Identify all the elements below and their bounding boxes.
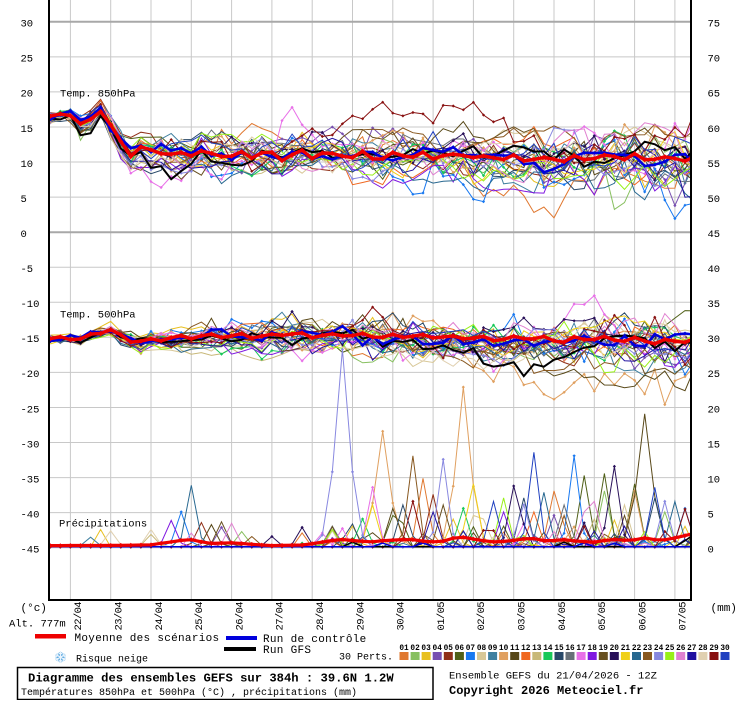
svg-text:75: 75 bbox=[708, 19, 721, 31]
svg-text:06: 06 bbox=[455, 645, 465, 653]
svg-text:Précipitations: Précipitations bbox=[59, 519, 147, 531]
svg-text:(mm): (mm) bbox=[711, 603, 737, 615]
svg-text:20: 20 bbox=[610, 645, 620, 653]
svg-text:Températures 850hPa et 500hPa: Températures 850hPa et 500hPa (°C) , pré… bbox=[21, 687, 357, 699]
svg-text:08: 08 bbox=[477, 645, 487, 653]
svg-text:12: 12 bbox=[521, 645, 531, 653]
svg-text:55: 55 bbox=[708, 159, 721, 171]
svg-text:15: 15 bbox=[21, 124, 34, 136]
svg-text:24: 24 bbox=[654, 645, 664, 653]
svg-text:30/04: 30/04 bbox=[396, 602, 408, 631]
svg-text:-45: -45 bbox=[21, 545, 40, 557]
svg-text:26/04: 26/04 bbox=[234, 602, 246, 631]
svg-text:21: 21 bbox=[621, 645, 631, 653]
svg-text:65: 65 bbox=[708, 89, 721, 101]
svg-text:-35: -35 bbox=[21, 474, 40, 486]
svg-text:29/04: 29/04 bbox=[355, 602, 367, 631]
svg-text:-15: -15 bbox=[21, 334, 40, 346]
svg-text:01/05: 01/05 bbox=[436, 602, 448, 631]
svg-text:-30: -30 bbox=[21, 439, 40, 451]
svg-text:16: 16 bbox=[565, 645, 575, 653]
svg-text:09: 09 bbox=[488, 645, 498, 653]
svg-text:25: 25 bbox=[708, 369, 721, 381]
svg-text:30: 30 bbox=[708, 334, 721, 346]
svg-text:Alt. 777m: Alt. 777m bbox=[9, 619, 66, 631]
svg-text:0: 0 bbox=[21, 229, 27, 241]
svg-text:Temp. 850hPa: Temp. 850hPa bbox=[60, 89, 136, 101]
svg-text:19: 19 bbox=[599, 645, 609, 653]
svg-text:22: 22 bbox=[632, 645, 642, 653]
svg-text:10: 10 bbox=[708, 474, 721, 486]
svg-text:Temp. 500hPa: Temp. 500hPa bbox=[60, 310, 136, 322]
svg-text:30: 30 bbox=[720, 645, 730, 653]
svg-text:30 Perts.: 30 Perts. bbox=[339, 653, 393, 664]
svg-text:05/05: 05/05 bbox=[597, 602, 609, 631]
svg-text:27/04: 27/04 bbox=[275, 602, 287, 631]
svg-text:03/05: 03/05 bbox=[517, 602, 529, 631]
svg-text:15: 15 bbox=[554, 645, 564, 653]
svg-text:Risque neige: Risque neige bbox=[76, 654, 148, 666]
svg-text:06/05: 06/05 bbox=[637, 602, 649, 631]
svg-text:14: 14 bbox=[543, 645, 553, 653]
svg-text:-10: -10 bbox=[21, 299, 40, 311]
svg-text:20: 20 bbox=[708, 404, 721, 416]
svg-text:24/04: 24/04 bbox=[154, 602, 166, 631]
svg-text:-20: -20 bbox=[21, 369, 40, 381]
svg-text:30: 30 bbox=[21, 19, 34, 31]
svg-text:23/04: 23/04 bbox=[114, 602, 126, 631]
svg-text:20: 20 bbox=[21, 89, 34, 101]
svg-text:70: 70 bbox=[708, 54, 721, 66]
svg-text:-5: -5 bbox=[21, 264, 34, 276]
svg-text:02: 02 bbox=[410, 645, 420, 653]
svg-text:50: 50 bbox=[708, 194, 721, 206]
svg-text:07/05: 07/05 bbox=[678, 602, 690, 631]
svg-text:26: 26 bbox=[676, 645, 686, 653]
svg-text:Moyenne des scénarios: Moyenne des scénarios bbox=[75, 633, 220, 645]
svg-text:(°c): (°c) bbox=[21, 603, 47, 615]
svg-text:29: 29 bbox=[709, 645, 719, 653]
svg-text:01: 01 bbox=[399, 645, 409, 653]
svg-text:10: 10 bbox=[499, 645, 509, 653]
svg-text:Copyright 2026 Meteociel.fr: Copyright 2026 Meteociel.fr bbox=[449, 684, 643, 698]
svg-text:03: 03 bbox=[421, 645, 431, 653]
svg-text:Run GFS: Run GFS bbox=[263, 645, 311, 657]
svg-text:28: 28 bbox=[698, 645, 708, 653]
svg-text:27: 27 bbox=[687, 645, 697, 653]
svg-text:02/05: 02/05 bbox=[476, 602, 488, 631]
svg-text:-40: -40 bbox=[21, 509, 40, 521]
svg-text:13: 13 bbox=[532, 645, 542, 653]
svg-text:25/04: 25/04 bbox=[194, 602, 206, 631]
svg-text:05: 05 bbox=[444, 645, 454, 653]
svg-text:23: 23 bbox=[643, 645, 653, 653]
svg-text:45: 45 bbox=[708, 229, 721, 241]
svg-text:28/04: 28/04 bbox=[315, 602, 327, 631]
svg-text:35: 35 bbox=[708, 299, 721, 311]
svg-text:5: 5 bbox=[708, 509, 714, 521]
svg-text:60: 60 bbox=[708, 124, 721, 136]
svg-text:04: 04 bbox=[433, 645, 443, 653]
svg-text:07: 07 bbox=[466, 645, 476, 653]
svg-text:25: 25 bbox=[21, 54, 34, 66]
svg-text:17: 17 bbox=[576, 645, 586, 653]
svg-text:11: 11 bbox=[510, 645, 520, 653]
svg-text:15: 15 bbox=[708, 439, 721, 451]
svg-text:25: 25 bbox=[665, 645, 675, 653]
svg-text:-25: -25 bbox=[21, 404, 40, 416]
svg-text:Ensemble GEFS du 21/04/2026 -: Ensemble GEFS du 21/04/2026 - 12Z bbox=[449, 671, 657, 683]
svg-text:10: 10 bbox=[21, 159, 34, 171]
svg-text:40: 40 bbox=[708, 264, 721, 276]
svg-text:18: 18 bbox=[588, 645, 598, 653]
svg-text:Diagramme des ensembles GEFS s: Diagramme des ensembles GEFS sur 384h : … bbox=[28, 672, 394, 686]
svg-text:5: 5 bbox=[21, 194, 27, 206]
svg-text:04/05: 04/05 bbox=[557, 602, 569, 631]
svg-text:22/04: 22/04 bbox=[73, 602, 85, 631]
svg-text:0: 0 bbox=[708, 545, 714, 557]
